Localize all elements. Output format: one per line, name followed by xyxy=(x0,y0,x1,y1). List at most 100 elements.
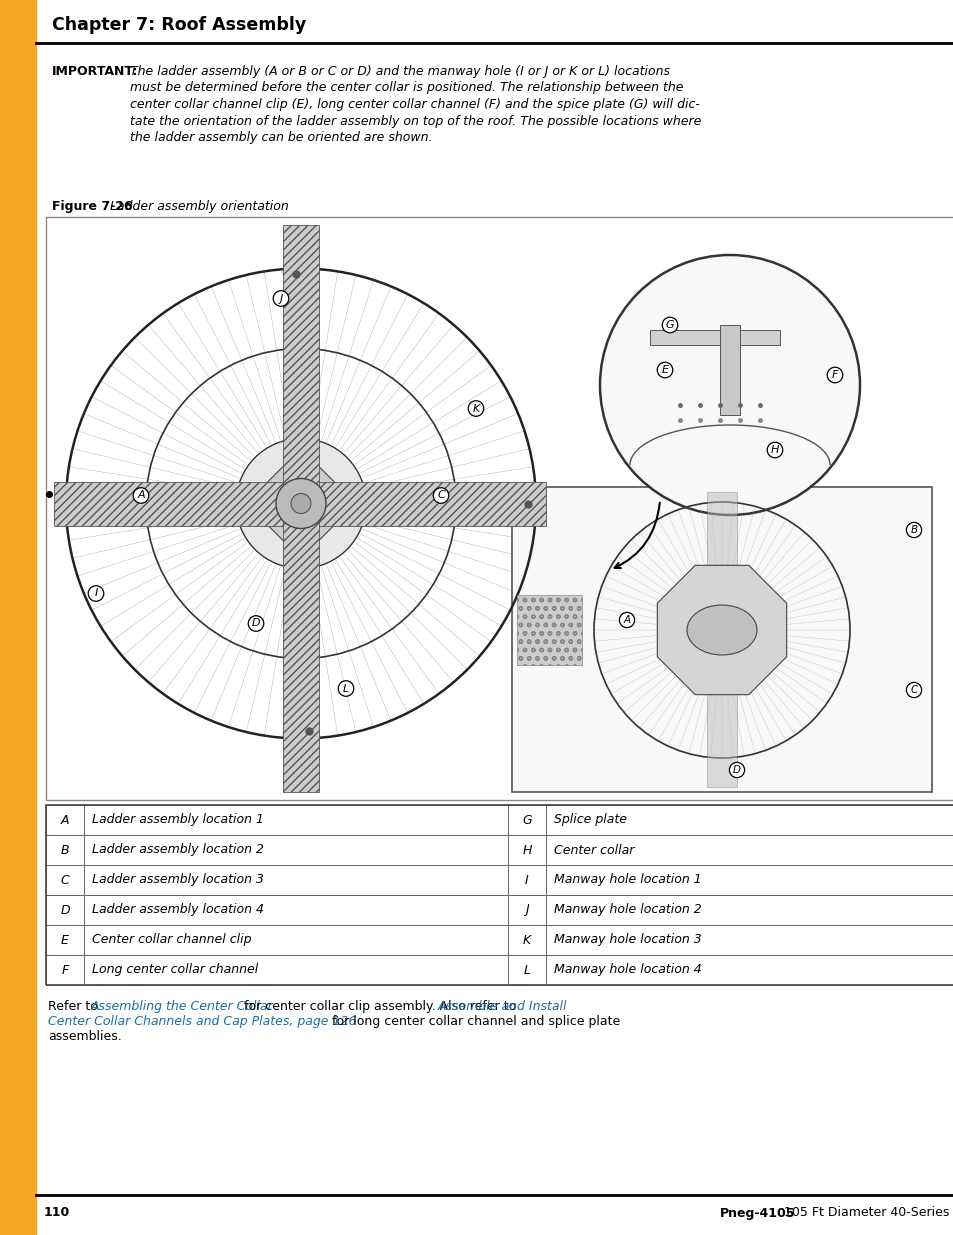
Text: I: I xyxy=(94,589,97,599)
Text: E: E xyxy=(660,366,668,375)
Text: H: H xyxy=(521,844,531,857)
Text: G: G xyxy=(521,814,531,826)
Text: Center collar channel clip: Center collar channel clip xyxy=(91,934,252,946)
Text: 110: 110 xyxy=(44,1207,71,1219)
Circle shape xyxy=(599,254,859,515)
Bar xyxy=(545,925,953,955)
Text: A: A xyxy=(622,615,630,625)
Text: J: J xyxy=(279,294,282,304)
Text: assemblies.: assemblies. xyxy=(48,1030,122,1044)
Bar xyxy=(46,895,84,925)
Bar xyxy=(517,595,581,664)
Text: A: A xyxy=(61,814,70,826)
Text: G: G xyxy=(665,320,674,330)
Bar xyxy=(545,955,953,986)
Bar xyxy=(54,482,545,526)
Text: 105 Ft Diameter 40-Series Bin: 105 Ft Diameter 40-Series Bin xyxy=(780,1207,953,1219)
Bar xyxy=(84,805,507,835)
Text: Splice plate: Splice plate xyxy=(554,814,626,826)
Text: Ladder assembly location 3: Ladder assembly location 3 xyxy=(91,873,264,887)
Polygon shape xyxy=(657,566,786,694)
Text: A: A xyxy=(137,490,145,500)
Text: Ladder assembly orientation: Ladder assembly orientation xyxy=(110,200,289,212)
Text: Assembling the Center Collar: Assembling the Center Collar xyxy=(91,1000,274,1013)
Bar xyxy=(46,835,84,864)
Text: must be determined before the center collar is positioned. The relationship betw: must be determined before the center col… xyxy=(130,82,682,95)
Bar xyxy=(46,217,953,800)
Bar xyxy=(649,330,780,345)
Bar xyxy=(84,925,507,955)
Circle shape xyxy=(291,494,311,514)
Bar xyxy=(512,487,931,792)
Text: Manway hole location 3: Manway hole location 3 xyxy=(554,934,701,946)
Bar xyxy=(84,835,507,864)
Text: Assemble and Install: Assemble and Install xyxy=(437,1000,567,1013)
Text: Long center collar channel: Long center collar channel xyxy=(91,963,258,977)
Bar xyxy=(545,805,953,835)
Bar xyxy=(507,805,545,835)
Text: Manway hole location 4: Manway hole location 4 xyxy=(554,963,701,977)
Text: C: C xyxy=(436,490,444,500)
Text: F: F xyxy=(831,370,838,380)
Bar xyxy=(545,835,953,864)
Text: D: D xyxy=(60,904,70,916)
Bar xyxy=(706,492,737,787)
Text: L: L xyxy=(523,963,530,977)
Bar xyxy=(545,895,953,925)
Text: B: B xyxy=(61,844,70,857)
Text: for long center collar channel and splice plate: for long center collar channel and splic… xyxy=(328,1015,619,1028)
Circle shape xyxy=(275,478,326,529)
Bar xyxy=(84,895,507,925)
Bar xyxy=(507,895,545,925)
Bar xyxy=(720,325,740,415)
Bar xyxy=(46,805,84,835)
Circle shape xyxy=(235,438,366,568)
Polygon shape xyxy=(262,464,339,542)
Bar xyxy=(545,864,953,895)
Bar xyxy=(507,955,545,986)
Text: Manway hole location 1: Manway hole location 1 xyxy=(554,873,701,887)
Bar xyxy=(507,864,545,895)
Text: B: B xyxy=(909,525,917,535)
Bar xyxy=(84,864,507,895)
Text: L: L xyxy=(342,683,349,694)
Bar xyxy=(46,805,953,986)
Bar xyxy=(46,955,84,986)
Text: Pneg-4105: Pneg-4105 xyxy=(720,1207,795,1219)
Bar xyxy=(507,925,545,955)
Text: K: K xyxy=(522,934,531,946)
Bar xyxy=(46,925,84,955)
Bar xyxy=(507,835,545,864)
Text: Manway hole location 2: Manway hole location 2 xyxy=(554,904,701,916)
Text: center collar channel clip (E), long center collar channel (F) and the spice pla: center collar channel clip (E), long cen… xyxy=(130,98,700,111)
Text: the ladder assembly can be oriented are shown.: the ladder assembly can be oriented are … xyxy=(130,131,432,144)
Text: Figure 7-26: Figure 7-26 xyxy=(52,200,132,212)
Bar xyxy=(84,955,507,986)
Text: C: C xyxy=(909,685,917,695)
Text: I: I xyxy=(524,873,528,887)
Text: J: J xyxy=(524,904,528,916)
Text: D: D xyxy=(252,619,260,629)
Text: E: E xyxy=(61,934,69,946)
Text: IMPORTANT:: IMPORTANT: xyxy=(52,65,138,78)
Bar xyxy=(46,864,84,895)
Text: Chapter 7: Roof Assembly: Chapter 7: Roof Assembly xyxy=(52,16,306,35)
Text: F: F xyxy=(61,963,69,977)
Text: Center Collar Channels and Cap Plates, page 126: Center Collar Channels and Cap Plates, p… xyxy=(48,1015,356,1028)
Text: Refer to: Refer to xyxy=(48,1000,102,1013)
Text: tate the orientation of the ladder assembly on top of the roof. The possible loc: tate the orientation of the ladder assem… xyxy=(130,115,700,127)
Text: Ladder assembly location 2: Ladder assembly location 2 xyxy=(91,844,264,857)
Bar xyxy=(283,225,318,792)
Text: K: K xyxy=(472,404,479,414)
Text: H: H xyxy=(770,445,779,454)
Circle shape xyxy=(671,580,771,680)
Text: The ladder assembly (A or B or C or D) and the manway hole (I or J or K or L) lo: The ladder assembly (A or B or C or D) a… xyxy=(130,65,669,78)
Text: Center collar: Center collar xyxy=(554,844,634,857)
Text: Ladder assembly location 4: Ladder assembly location 4 xyxy=(91,904,264,916)
Text: for center collar clip assembly. Also refer to: for center collar clip assembly. Also re… xyxy=(240,1000,519,1013)
Text: Ladder assembly location 1: Ladder assembly location 1 xyxy=(91,814,264,826)
Bar xyxy=(0,0,36,1235)
Text: C: C xyxy=(61,873,70,887)
Ellipse shape xyxy=(686,605,757,655)
Text: D: D xyxy=(732,764,740,776)
